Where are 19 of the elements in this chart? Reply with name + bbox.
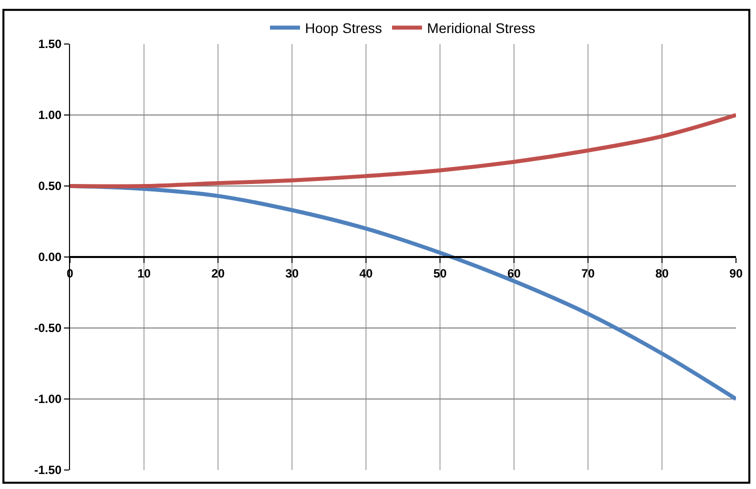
x-tick-label: 40 [359,266,373,280]
y-tick-label: 1.50 [38,37,62,52]
x-tick-label: 10 [137,266,151,280]
x-tick-label: 20 [211,266,225,280]
x-tick-label: 30 [285,266,299,280]
y-tick-label: 0.00 [38,250,62,264]
legend-label: Meridional Stress [427,20,536,36]
y-tick-label: -1.00 [34,392,62,406]
x-tick-label: 70 [581,266,595,280]
x-tick-label: 50 [433,266,447,280]
x-tick-label: 90 [729,266,743,280]
y-tick-label: 1.00 [38,108,62,122]
x-tick-label: 60 [507,266,521,280]
y-tick-label: -1.50 [34,463,62,478]
legend-label: Hoop Stress [305,20,382,36]
y-tick-label: -0.50 [34,321,62,336]
y-tick-label: 0.50 [38,179,62,194]
line-series [70,113,736,188]
x-tick-label: 80 [655,266,669,280]
